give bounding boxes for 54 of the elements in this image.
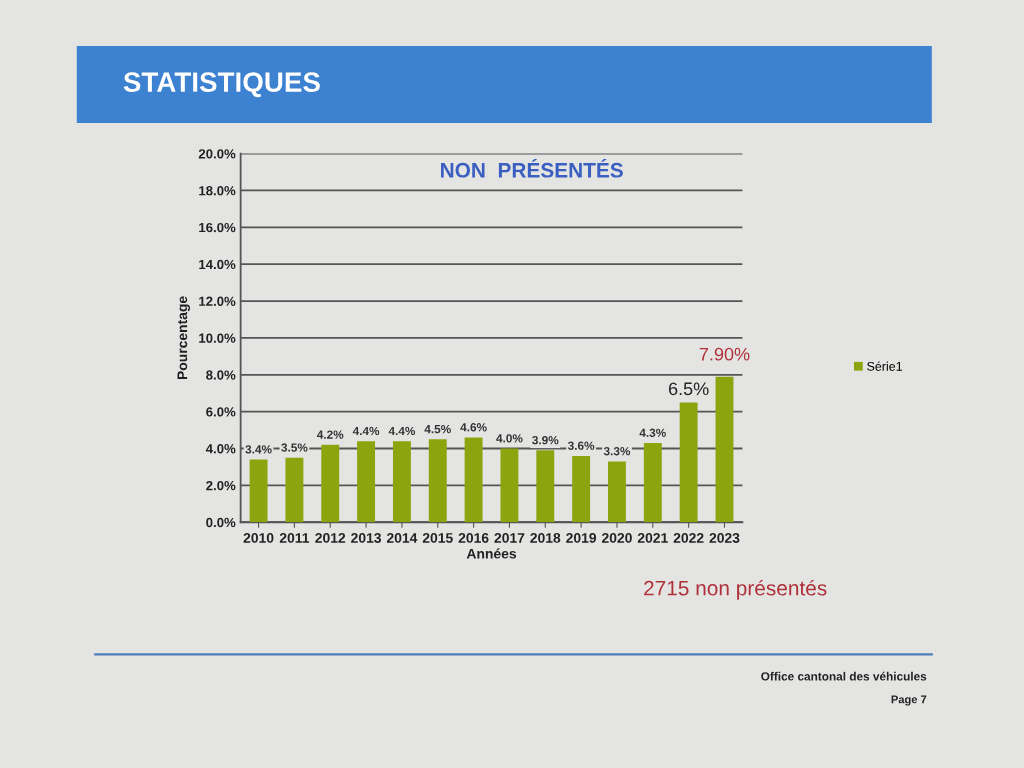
y-tick-label: 14.0% [199, 259, 236, 270]
data-label: 4.6% [460, 423, 487, 432]
legend-label: Série1 [867, 361, 903, 371]
y-tick-label: 16.0% [199, 222, 236, 233]
chart-title: STATISTIQUES [123, 72, 320, 98]
bar [715, 376, 734, 523]
y-tick-label: 18.0% [199, 186, 236, 196]
bar [249, 459, 268, 523]
bar [357, 441, 376, 523]
y-tick-label: 0.0% [206, 517, 236, 528]
data-label: 4.3% [639, 428, 666, 437]
data-label: 3.6% [567, 441, 595, 450]
text: Page 7 [891, 695, 927, 706]
y-tick-label: 4.0% [205, 444, 236, 454]
annotation: 7.90% [699, 347, 750, 361]
x-tick-label: 2015 [422, 533, 453, 543]
data-label: 6.5% [668, 382, 709, 396]
data-label: 3.9% [532, 435, 559, 445]
bar [392, 441, 411, 523]
y-tick-label: 10.0% [199, 333, 236, 343]
x-tick-label: 2022 [673, 533, 704, 543]
y-tick-label: 12.0% [199, 296, 236, 306]
x-tick-label: 2016 [458, 533, 489, 543]
x-tick-label: 2019 [566, 533, 597, 543]
y-tick-label: 8.0% [206, 370, 236, 380]
y-axis-title: Pourcentage [177, 296, 191, 380]
y-tick-label: 20.0% [198, 149, 236, 159]
data-label: 4.4% [352, 426, 380, 436]
text: Office cantonal des véhicules [761, 671, 927, 681]
x-tick-label: 2018 [530, 533, 561, 543]
x-tick-label: 2021 [637, 533, 668, 543]
x-tick-label: 2014 [386, 533, 418, 543]
data-label: 4.0% [496, 434, 523, 443]
x-tick-label: 2012 [315, 533, 346, 543]
data-label: 3.3% [603, 447, 631, 456]
bar [572, 455, 591, 523]
x-axis-title: Années [466, 548, 517, 559]
data-label: 4.2% [316, 430, 344, 439]
data-label: 3.4% [245, 445, 272, 454]
text: 2715 non présentés [644, 579, 827, 600]
bar [285, 457, 304, 523]
x-tick-label: 2017 [494, 533, 525, 543]
x-tick-label: 2010 [243, 533, 274, 543]
bar [608, 461, 626, 523]
data-label: 4.5% [424, 424, 451, 434]
data-label: 3.5% [281, 443, 308, 452]
x-tick-label: 2020 [601, 533, 632, 543]
chart-subtitle: NON PRÉSENTÉS [441, 158, 623, 178]
y-tick-label: 2.0% [206, 480, 236, 491]
data-label: 4.4% [388, 426, 416, 436]
y-tick-label: 6.0% [206, 407, 236, 417]
x-tick-label: 2013 [351, 533, 382, 543]
x-tick-label: 2023 [709, 533, 740, 543]
x-tick-label: 2011 [279, 533, 310, 543]
